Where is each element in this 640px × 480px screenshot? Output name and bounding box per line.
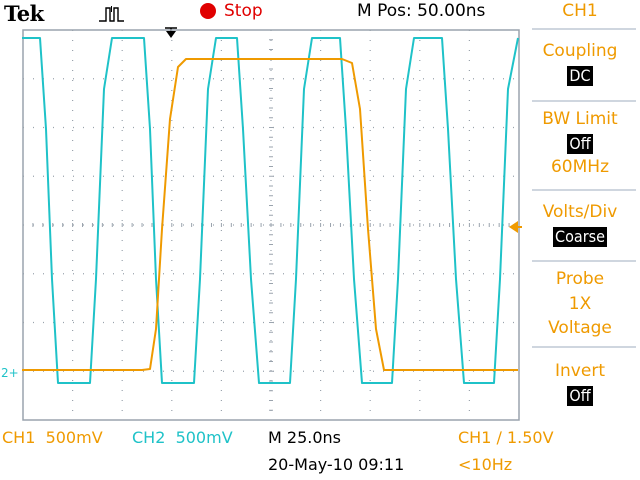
ch1-label: CH1 [2, 428, 36, 447]
invert-label: Invert [555, 361, 605, 381]
volts-div-label: Volts/Div [542, 202, 618, 222]
trigger-frequency: <10Hz [458, 455, 513, 474]
status-bar: Tek Stop M Pos: 50.00ns [0, 0, 530, 28]
date-time: 20-May-10 09:11 [268, 455, 405, 474]
horizontal-position-readout: M Pos: 50.00ns [357, 1, 486, 21]
coupling-value: DC [567, 66, 593, 86]
ch1-trace [22, 58, 518, 371]
left-pointing-arrow-icon [509, 221, 522, 233]
menu-divider [532, 100, 636, 102]
menu-channel-title: CH1 [562, 1, 598, 21]
ch2-readout: CH2 500mV [132, 428, 233, 447]
ch1-readout: CH1 500mV [2, 428, 103, 447]
menu-divider [532, 260, 636, 262]
waveform-display[interactable] [22, 29, 522, 421]
stop-indicator-icon [200, 3, 216, 19]
probe-attenuation: 1X [568, 294, 592, 314]
trigger-readout: CH1 ∕ 1.50V [458, 428, 554, 447]
menu-divider [532, 28, 636, 30]
channel-menu: CH1 Coupling DC BW Limit Off 60MHz Volts… [530, 0, 640, 480]
ch2-label: CH2 [132, 428, 166, 447]
probe-label: Probe [555, 269, 605, 289]
acquisition-status: Stop [224, 1, 263, 21]
probe-type: Voltage [548, 318, 612, 338]
coupling-label: Coupling [542, 41, 618, 61]
menu-divider [532, 189, 636, 191]
volts-div-value: Coarse [553, 227, 607, 247]
ch2-trace [22, 37, 519, 384]
bw-limit-label: BW Limit [542, 109, 618, 129]
timebase-readout: M 25.0ns [268, 428, 341, 447]
ch2-ground-marker: 2+ [1, 366, 19, 380]
invert-value: Off [567, 386, 593, 406]
ch2-marker-label: 2+ [1, 366, 19, 380]
bw-limit-value: Off [567, 134, 593, 154]
bw-limit-frequency: 60MHz [550, 157, 609, 177]
pulse-peak-detect-icon [99, 6, 124, 22]
ch1-scale: 500mV [45, 428, 103, 447]
brand-logo: Tek [4, 1, 44, 26]
ch2-scale: 500mV [175, 428, 233, 447]
menu-divider [532, 346, 636, 348]
